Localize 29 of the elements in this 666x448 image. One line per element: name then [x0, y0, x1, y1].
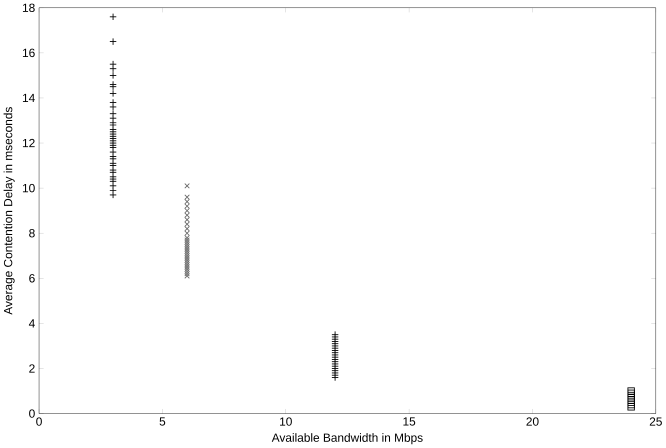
- y-tick-label: 18: [22, 4, 35, 12]
- x-tick-label: 10: [280, 417, 292, 426]
- y-tick-label: 8: [29, 229, 35, 238]
- point: [627, 403, 635, 411]
- x-tick-label: 25: [650, 417, 662, 426]
- point: [184, 194, 190, 200]
- x-axis-title: Available Bandwidth in Mbps: [272, 433, 423, 444]
- point: [184, 212, 190, 218]
- y-tick-label: 6: [29, 274, 35, 283]
- y-axis-title: Average Contention Delay in mseconds: [4, 107, 15, 315]
- y-tick-label: 0: [29, 409, 35, 418]
- point: [184, 222, 190, 227]
- point: [184, 217, 190, 222]
- x-tick-label: 5: [160, 417, 166, 426]
- point: [184, 237, 190, 243]
- y-tick-label: 10: [22, 184, 35, 192]
- y-tick-label: 16: [22, 48, 35, 58]
- x-tick-label: 15: [403, 417, 416, 426]
- x-tick-label: 20: [526, 417, 539, 426]
- point: [184, 204, 190, 209]
- point: [184, 208, 190, 214]
- y-tick-label: 4: [28, 319, 35, 328]
- point: [184, 199, 190, 204]
- x-tick-label: 0: [36, 417, 42, 426]
- point: [184, 271, 190, 277]
- y-tick-label: 14: [22, 94, 35, 102]
- point: [184, 183, 190, 189]
- y-tick-label: 12: [22, 139, 35, 148]
- y-tick-label: 2: [29, 364, 35, 373]
